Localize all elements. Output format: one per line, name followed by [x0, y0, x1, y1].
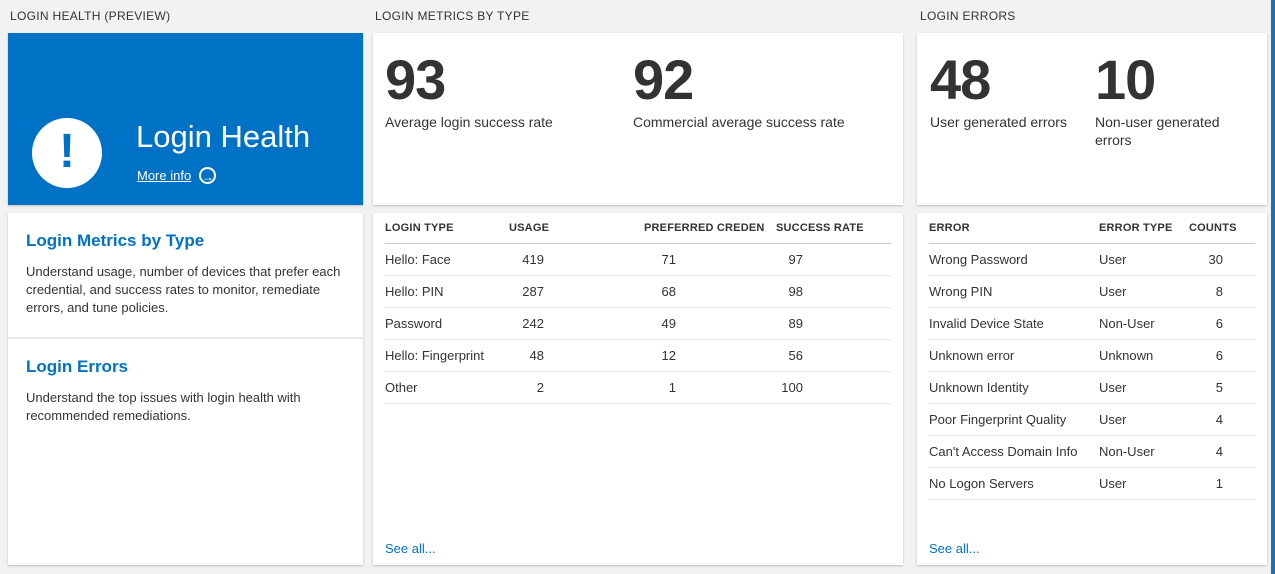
arrow-right-circle-icon[interactable]: →	[199, 167, 217, 184]
table-row[interactable]: Hello: Face 419 71 97	[385, 243, 891, 276]
table-header-row: LOGIN TYPE USAGE PREFERRED CREDENTIAL SU…	[385, 213, 891, 244]
section-divider	[8, 337, 363, 339]
column-header-success-rate: SUCCESS RATE	[764, 213, 891, 244]
metric-user-generated-errors: 48 User generated errors	[930, 50, 1067, 131]
metric-label: Non-user generated errors	[1095, 114, 1220, 148]
table-row[interactable]: Can't Access Domain Info Non-User 4	[929, 435, 1255, 468]
login-health-info-panel: Login Metrics by Type Understand usage, …	[8, 213, 363, 565]
metric-value: 48	[930, 48, 991, 111]
login-metrics-description: Understand usage, number of devices that…	[26, 264, 341, 315]
metric-average-login-success-rate: 93 Average login success rate	[385, 50, 553, 131]
table-row[interactable]: Hello: PIN 287 68 98	[385, 275, 891, 308]
column-header-error-type: ERROR TYPE	[1087, 213, 1187, 244]
login-errors-link[interactable]: Login Errors	[26, 357, 129, 376]
more-info-link[interactable]: More info	[137, 168, 192, 183]
login-health-tile[interactable]: ! Login Health More info →	[8, 33, 363, 205]
login-errors-description: Understand the top issues with login hea…	[26, 390, 301, 423]
more-info-row: More info →	[137, 167, 217, 184]
metric-value: 10	[1095, 48, 1156, 111]
column-header-login-type: LOGIN TYPE	[385, 213, 497, 244]
column-header-error: ERROR	[929, 213, 1087, 244]
see-all-link[interactable]: See all...	[385, 541, 436, 556]
see-all-link[interactable]: See all...	[929, 541, 980, 556]
table-row[interactable]: Wrong PIN User 8	[929, 275, 1255, 308]
table-row[interactable]: Password 242 49 89	[385, 307, 891, 340]
table-row[interactable]: Hello: Fingerprint 48 12 56	[385, 339, 891, 372]
metric-value: 93	[385, 48, 446, 111]
login-metrics-summary-tile: 93 Average login success rate 92 Commerc…	[373, 33, 903, 205]
table-row[interactable]: Poor Fingerprint Quality User 4	[929, 403, 1255, 436]
table-row[interactable]: Unknown Identity User 5	[929, 371, 1255, 404]
metric-value: 92	[633, 48, 694, 111]
column-header-usage: USAGE	[497, 213, 632, 244]
column-header-preferred-credential: PREFERRED CREDENTIAL	[632, 213, 764, 244]
table-row[interactable]: Wrong Password User 30	[929, 243, 1255, 276]
metric-commercial-average-success-rate: 92 Commercial average success rate	[633, 50, 845, 131]
login-errors-section-header: LOGIN ERRORS	[920, 9, 1016, 23]
login-metrics-by-type-link[interactable]: Login Metrics by Type	[26, 231, 205, 250]
table-row[interactable]: No Logon Servers User 1	[929, 467, 1255, 500]
info-section-login-metrics: Login Metrics by Type Understand usage, …	[8, 213, 363, 337]
login-errors-table-tile: ERROR ERROR TYPE COUNTS Wrong Password U…	[917, 213, 1267, 565]
login-metrics-section-header: LOGIN METRICS BY TYPE	[375, 9, 530, 23]
right-edge-panel-border	[1271, 0, 1275, 574]
login-errors-table: ERROR ERROR TYPE COUNTS Wrong Password U…	[929, 213, 1255, 500]
metric-label: Commercial average success rate	[633, 114, 845, 130]
exclamation-icon: !	[32, 118, 102, 188]
login-errors-summary-tile: 48 User generated errors 10 Non-user gen…	[917, 33, 1267, 205]
metric-non-user-generated-errors: 10 Non-user generated errors	[1095, 50, 1235, 149]
table-row[interactable]: Unknown error Unknown 6	[929, 339, 1255, 372]
login-health-section-header: LOGIN HEALTH (PREVIEW)	[10, 9, 171, 23]
metric-label: Average login success rate	[385, 114, 553, 130]
info-section-login-errors: Login Errors Understand the top issues w…	[8, 339, 363, 425]
table-header-row: ERROR ERROR TYPE COUNTS	[929, 213, 1255, 244]
login-metrics-table-tile: LOGIN TYPE USAGE PREFERRED CREDENTIAL SU…	[373, 213, 903, 565]
table-row[interactable]: Other 2 1 100	[385, 371, 891, 404]
login-health-title: Login Health	[136, 119, 311, 154]
login-metrics-table: LOGIN TYPE USAGE PREFERRED CREDENTIAL SU…	[385, 213, 891, 404]
table-row[interactable]: Invalid Device State Non-User 6	[929, 307, 1255, 340]
metric-label: User generated errors	[930, 114, 1067, 130]
column-header-counts: COUNTS	[1187, 213, 1255, 244]
